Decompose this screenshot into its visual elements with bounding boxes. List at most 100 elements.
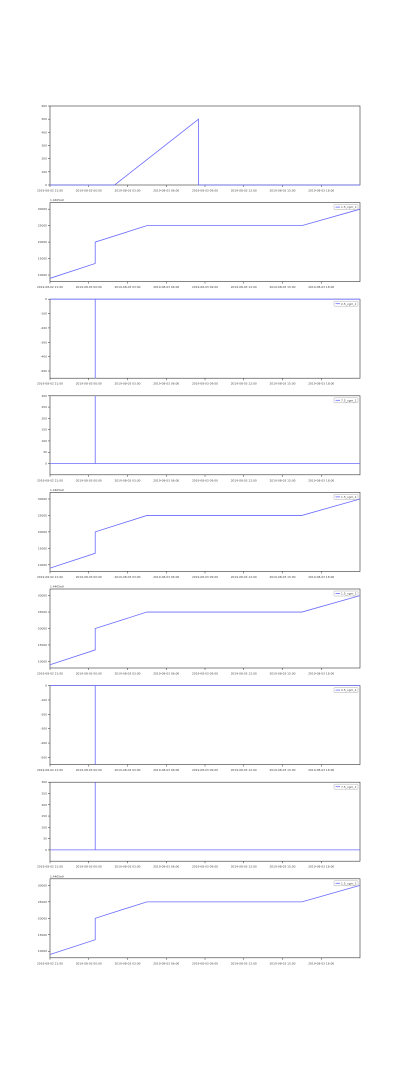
x-tick-label: 2019-08-03 03:00: [114, 285, 140, 289]
y-tick-label: 600: [41, 104, 47, 108]
legend-box: [333, 397, 359, 403]
plot-frame: [49, 395, 361, 476]
y-tick-label: 300: [41, 780, 47, 784]
y-tick-label: -500: [40, 369, 47, 373]
y-tick-label: 250: [41, 405, 47, 409]
x-tick-label: 2019-08-03 18:00: [308, 865, 334, 869]
y-tick-label: 20000: [38, 240, 47, 244]
x-tick-label: 2019-08-03 09:00: [192, 768, 218, 772]
x-tick-label: 2019-08-03 09:00: [192, 478, 218, 482]
x-tick-label: 2019-08-03 09:00: [192, 285, 218, 289]
x-tick-label: 2019-08-03 06:00: [153, 285, 179, 289]
x-tick-label: 2019-08-03 09:00: [192, 189, 218, 193]
y-tick-label: -200: [40, 326, 47, 330]
x-tick-label: 2019-08-03 12:00: [231, 575, 257, 579]
x-tick-label: 2019-08-03 00:00: [76, 672, 102, 676]
x-tick-label: 2019-08-03 18:00: [308, 768, 334, 772]
plot-frame: [49, 105, 361, 186]
legend-label: 1.5_cgm_1: [341, 495, 357, 499]
chart-7: 2019-08-02 21:00 2019-08-03 00:00 2019-08-…: [37, 684, 361, 772]
series-line: [50, 118, 360, 186]
y-tick-label: -300: [40, 340, 47, 344]
x-tick-label: 2019-08-03 09:00: [192, 865, 218, 869]
x-tick-label: 2019-08-03 18:00: [308, 189, 334, 193]
y-tick-label: 200: [41, 416, 47, 420]
x-tick-label: 2019-08-03 18:00: [308, 672, 334, 676]
x-tick-label: 2019-08-03 00:00: [76, 865, 102, 869]
y-tick-label: 15000: [38, 933, 47, 937]
y-tick-label: 20000: [38, 916, 47, 920]
chart-4: 2019-08-02 21:00 2019-08-03 00:00 2019-08-…: [37, 394, 361, 482]
legend-box: [333, 494, 359, 500]
legend-label: 1.5_cgm_1: [341, 881, 357, 885]
y-tick-label: 20000: [38, 530, 47, 534]
legend-label: 2.5_cgm_1: [341, 688, 357, 692]
x-tick-label: 2019-08-03 12:00: [231, 961, 257, 965]
y-tick-label: 200: [41, 803, 47, 807]
x-tick-label: 2019-08-02 21:00: [37, 478, 63, 482]
y-tick-label: 400: [41, 130, 47, 134]
y-tick-label: 25000: [38, 900, 47, 904]
y-tick-label: 300: [41, 394, 47, 398]
y-tick-label: 15000: [38, 257, 47, 261]
x-tick-label: 2019-08-03 00:00: [76, 961, 102, 965]
legend-label: 7.5_cgm_1: [341, 785, 357, 789]
legend-box: [333, 880, 359, 886]
legend-box: [333, 204, 359, 210]
y-tick-label: 15000: [38, 643, 47, 647]
x-tick-label: 2019-08-03 12:00: [231, 768, 257, 772]
x-tick-label: 2019-08-02 21:00: [37, 189, 63, 193]
y-tick-label: 10000: [38, 659, 47, 663]
y-tick-label: 25000: [38, 610, 47, 614]
chart-8: 2019-08-02 21:00 2019-08-03 00:00 2019-08-…: [37, 780, 361, 869]
y-tick-label: 50: [43, 450, 47, 454]
x-tick-label: 2019-08-02 21:00: [37, 865, 63, 869]
x-tick-label: 2019-08-03 03:00: [114, 575, 140, 579]
x-tick-label: 2019-08-03 00:00: [76, 189, 102, 193]
x-tick-label: 2019-08-03 12:00: [231, 672, 257, 676]
y-tick-label: 0: [45, 297, 47, 301]
y-tick-label: 0: [45, 462, 47, 466]
x-tick-label: 2019-08-03 06:00: [153, 672, 179, 676]
x-tick-label: 2019-08-03 06:00: [153, 189, 179, 193]
x-tick-label: 2019-08-02 21:00: [37, 672, 63, 676]
x-tick-label: 2019-08-03 12:00: [231, 478, 257, 482]
x-tick-label: 2019-08-03 03:00: [114, 672, 140, 676]
x-tick-label: 2019-08-02 21:00: [37, 961, 63, 965]
legend-box: [333, 687, 359, 693]
legend-box: [333, 301, 359, 307]
x-tick-label: 2019-08-03 15:00: [269, 961, 295, 965]
x-tick-label: 2019-08-03 12:00: [231, 382, 257, 386]
legend-label: 7.5_cgm_1: [341, 398, 357, 402]
y-tick-label: 500: [41, 117, 47, 121]
x-tick-label: 2019-08-03 06:00: [153, 382, 179, 386]
y-tick-label: 10000: [38, 563, 47, 567]
y-tick-label: 10000: [38, 949, 47, 953]
x-tick-label: 2019-08-03 09:00: [192, 575, 218, 579]
legend-label: 2.5_cgm_1: [341, 302, 357, 306]
x-tick-label: 2019-08-03 18:00: [308, 382, 334, 386]
x-tick-label: 2019-08-03 03:00: [114, 768, 140, 772]
x-tick-label: 2019-08-03 00:00: [76, 768, 102, 772]
y-tick-label: -100: [40, 698, 47, 702]
x-tick-label: 2019-08-03 03:00: [114, 961, 140, 965]
y-tick-label: -200: [40, 712, 47, 716]
x-tick-label: 2019-08-03 15:00: [269, 768, 295, 772]
series-line: [50, 782, 360, 851]
legend-box: [333, 590, 359, 597]
x-tick-label: 2019-08-03 12:00: [231, 285, 257, 289]
y-tick-label: -500: [40, 755, 47, 759]
x-tick-label: 2019-08-03 09:00: [192, 961, 218, 965]
y-tick-label: 30000: [38, 883, 47, 887]
x-tick-label: 2019-08-03 03:00: [114, 865, 140, 869]
legend-label: 1.5_cgm_1: [341, 592, 357, 596]
y-tick-label: -300: [40, 727, 47, 731]
x-tick-label: 2019-08-03 15:00: [269, 382, 295, 386]
x-tick-label: 2019-08-03 15:00: [269, 865, 295, 869]
y-tick-label: 15000: [38, 546, 47, 550]
y-tick-label: 200: [41, 157, 47, 161]
x-tick-label: 2019-08-02 21:00: [37, 285, 63, 289]
x-tick-label: 2019-08-03 18:00: [308, 285, 334, 289]
y-tick-label: 300: [41, 144, 47, 148]
